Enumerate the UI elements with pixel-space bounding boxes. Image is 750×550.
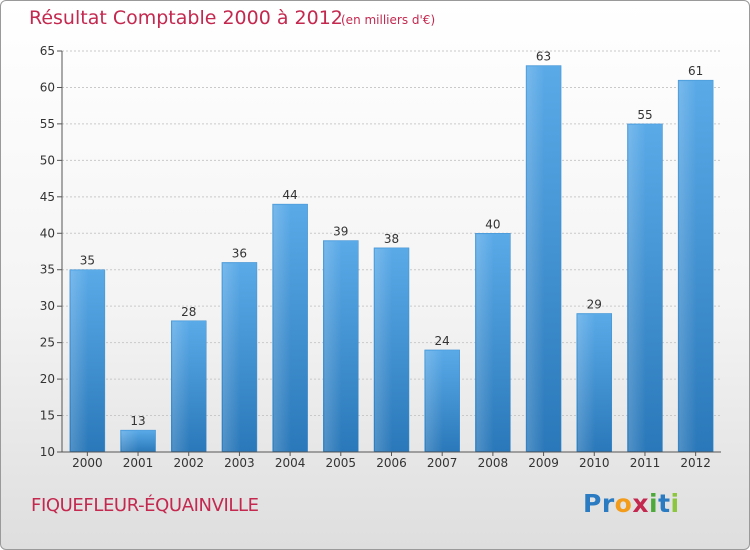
x-tick-label: 2011 <box>630 456 661 470</box>
x-axis: 2000 2001 2002 2003 2004 2005 2006 2007 2008 2009… <box>62 451 721 470</box>
y-tick-label: 35 <box>40 263 55 277</box>
bar-highlight <box>527 66 545 451</box>
y-tick-label: 60 <box>40 80 55 94</box>
y-tick-label: 45 <box>40 190 55 204</box>
bar-value-label: 61 <box>688 64 703 78</box>
bar-value-label: 55 <box>637 108 652 122</box>
bar-value-label: 40 <box>485 217 500 231</box>
logo-part-6: i <box>670 489 680 518</box>
x-tick-label: 2010 <box>579 456 610 470</box>
y-tick-label: 65 <box>40 44 55 58</box>
bar-highlight <box>375 248 393 451</box>
bar-highlight <box>222 263 241 451</box>
x-tick-label: 2008 <box>478 456 509 470</box>
bar-highlight <box>172 321 190 451</box>
y-tick-label: 30 <box>40 299 55 313</box>
bar-value-label: 24 <box>435 334 450 348</box>
bar-highlight <box>324 241 342 451</box>
bars: 35 13 28 36 44 39 38 24 40 63 29 55 61 <box>69 50 714 453</box>
logo-part-1: Pr <box>583 489 615 518</box>
y-tick-label: 50 <box>40 153 55 167</box>
y-tick-label: 25 <box>40 336 55 350</box>
chart-title: Résultat Comptable 2000 à 2012 <box>29 7 343 29</box>
bar-highlight <box>476 234 494 451</box>
bar-value-label: 35 <box>80 254 95 268</box>
chart-subtitle: (en milliers d'€) <box>341 13 436 27</box>
y-tick-label: 15 <box>40 409 55 423</box>
x-tick-label: 2003 <box>224 456 255 470</box>
logo-part-4: i <box>648 489 659 518</box>
bar-value-label: 13 <box>130 414 145 428</box>
x-tick-label: 2002 <box>173 456 204 470</box>
bar-value-label: 36 <box>232 246 247 260</box>
bar-highlight <box>121 431 140 451</box>
bar-highlight <box>273 205 292 451</box>
x-tick-label: 2009 <box>528 456 559 470</box>
x-tick-label: 2012 <box>680 456 711 470</box>
logo-part-2: o <box>614 489 633 518</box>
commune-name: FIQUEFLEUR-ÉQUAINVILLE <box>31 495 259 516</box>
y-tick-label: 10 <box>40 445 55 459</box>
bar-value-label: 38 <box>384 232 399 246</box>
bar-value-label: 39 <box>333 225 348 239</box>
bar-highlight <box>679 81 697 451</box>
bar-highlight <box>425 350 444 451</box>
bar-value-label: 29 <box>587 297 602 311</box>
x-tick-label: 2007 <box>427 456 458 470</box>
proxiti-logo[interactable]: Proxiti <box>583 489 680 518</box>
logo-part-3: x <box>632 489 649 518</box>
bar-highlight <box>70 270 89 451</box>
bar-value-label: 63 <box>536 50 551 64</box>
x-tick-label: 2001 <box>123 456 154 470</box>
x-tick-label: 2000 <box>72 456 103 470</box>
bar-highlight <box>628 124 646 451</box>
y-axis: 10 15 20 25 30 35 40 45 50 55 60 65 <box>40 44 63 459</box>
logo-part-5: t <box>658 489 671 518</box>
bar-value-label: 28 <box>181 305 196 319</box>
y-tick-label: 55 <box>40 117 55 131</box>
x-tick-label: 2005 <box>326 456 357 470</box>
bar-highlight <box>577 314 596 451</box>
y-tick-label: 40 <box>40 226 55 240</box>
x-tick-label: 2004 <box>275 456 306 470</box>
x-tick-label: 2006 <box>376 456 407 470</box>
y-tick-label: 20 <box>40 372 55 386</box>
bar-value-label: 44 <box>282 188 297 202</box>
